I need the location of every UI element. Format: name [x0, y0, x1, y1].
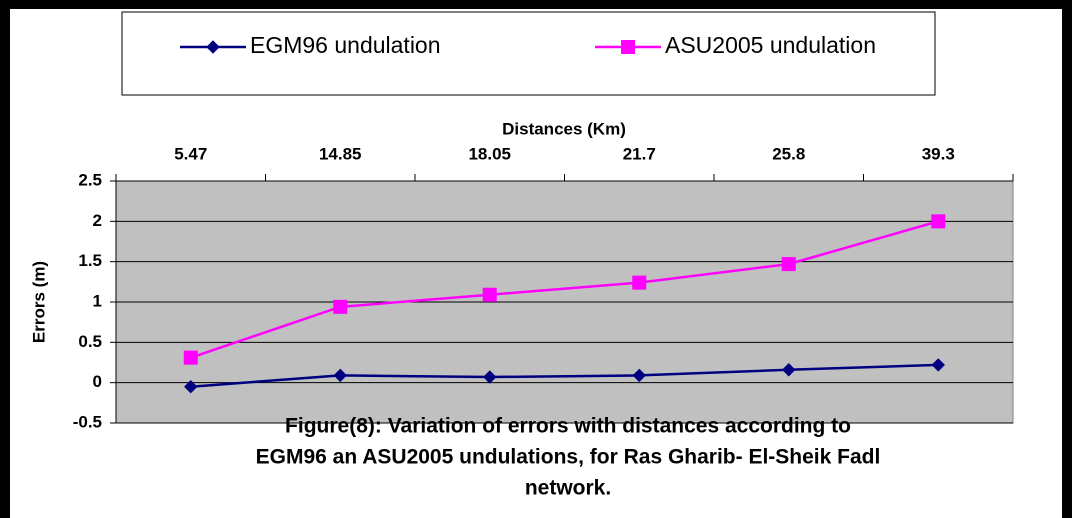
- marker: [931, 214, 946, 229]
- x-tick-label: 5.47: [174, 144, 207, 163]
- legend-label: EGM96 undulation: [250, 32, 441, 58]
- frame-right: [1062, 0, 1072, 518]
- x-tick-label: 25.8: [772, 144, 805, 163]
- legend-marker: [206, 40, 220, 54]
- marker: [333, 368, 347, 383]
- series-line: [190, 363, 939, 388]
- marker: [482, 287, 497, 302]
- y-tick-label: -0.5: [73, 412, 102, 431]
- marker: [632, 275, 647, 290]
- caption-line: EGM96 an ASU2005 undulations, for Ras Gh…: [256, 446, 881, 469]
- x-tick-label: 39.3: [922, 144, 955, 163]
- caption-line: Figure(8): Variation of errors with dist…: [285, 415, 851, 438]
- legend-box: [121, 11, 936, 96]
- x-tick-label: 18.05: [468, 144, 511, 163]
- y-tick-label: 1.5: [78, 251, 102, 270]
- marker: [632, 368, 646, 383]
- marker: [184, 379, 198, 394]
- marker: [781, 257, 796, 272]
- x-axis-title: Distances (Km): [502, 119, 626, 138]
- y-tick-label: 0: [93, 372, 102, 391]
- series-line: [190, 220, 939, 359]
- frame-top: [0, 0, 1072, 9]
- legend-marker: [621, 40, 635, 54]
- x-tick-label: 14.85: [319, 144, 362, 163]
- x-tick-label: 21.7: [623, 144, 656, 163]
- y-tick-label: 2.5: [78, 170, 102, 189]
- y-tick-label: 0.5: [78, 332, 102, 351]
- marker: [782, 363, 796, 377]
- legend-label: ASU2005 undulation: [665, 32, 876, 58]
- y-tick-label: 1: [93, 291, 102, 310]
- marker: [483, 370, 497, 384]
- y-axis-title: Errors (m): [29, 261, 48, 343]
- marker: [931, 358, 945, 372]
- caption-line: network.: [525, 477, 611, 500]
- marker: [183, 350, 198, 365]
- marker: [333, 299, 348, 314]
- y-tick-label: 2: [93, 211, 102, 230]
- frame-left: [0, 0, 10, 518]
